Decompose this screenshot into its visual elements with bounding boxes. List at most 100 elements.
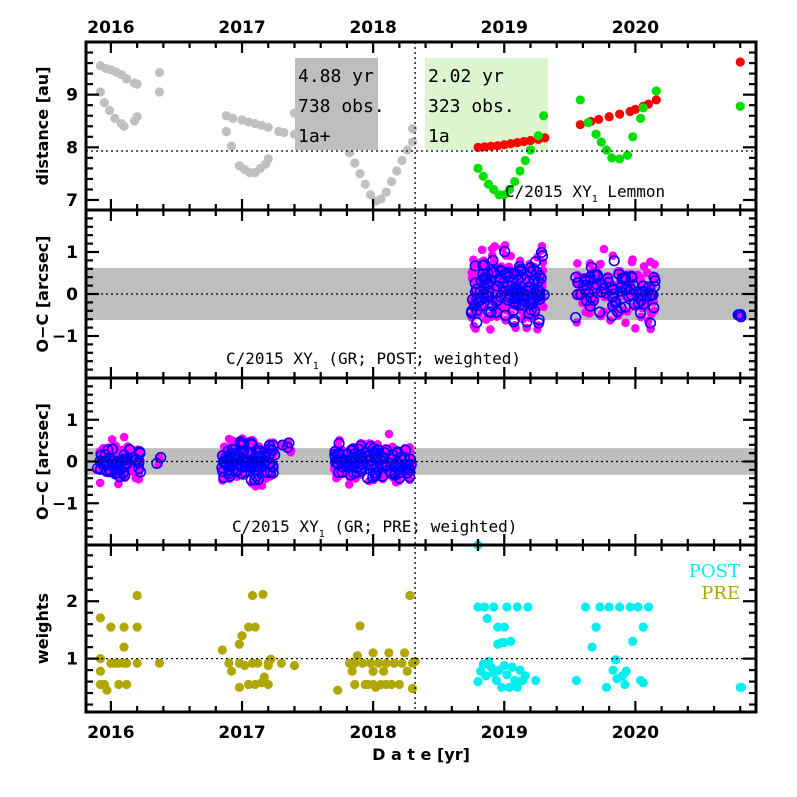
residual-weighted (536, 250, 549, 262)
axes-layer (84, 40, 758, 714)
residual-weighted (347, 461, 359, 473)
annotation-text: 1a (428, 126, 450, 147)
data-point (279, 127, 289, 138)
residual-unweighted (573, 259, 582, 268)
data-point (376, 194, 386, 204)
data-point (106, 622, 116, 632)
data-point (515, 166, 525, 176)
residual-weighted (570, 311, 582, 324)
panel-label: C/2015 XY1 Lemmon (505, 182, 665, 205)
data-point (381, 658, 391, 668)
residual-weighted (644, 317, 657, 329)
panel-label-suffix: Lemmon (598, 182, 665, 201)
residual-weighted (364, 454, 376, 466)
residual-weighted (527, 264, 540, 276)
residual-weighted (232, 464, 244, 476)
data-point (580, 602, 591, 612)
residual-unweighted (631, 324, 640, 333)
residual-weighted (598, 282, 610, 294)
data-point (333, 685, 343, 695)
data-point (512, 682, 522, 692)
data-point (735, 57, 745, 67)
residual-weighted (399, 444, 412, 456)
residual-weighted (521, 316, 533, 328)
residual-weighted (619, 301, 631, 313)
residual-weighted (151, 457, 163, 470)
residual-weighted (354, 440, 367, 452)
residual-weighted (496, 265, 508, 277)
panel-label-main: C/2015 XY (226, 349, 313, 368)
data-point (479, 602, 490, 612)
residual-weighted (348, 467, 360, 479)
data-point (594, 114, 604, 125)
residual-weighted (354, 448, 366, 461)
residual-weighted (223, 465, 235, 477)
residual-weighted (595, 286, 607, 298)
residual-unweighted (621, 318, 630, 328)
panel-label-subscript: 1 (592, 194, 598, 205)
data-point (507, 662, 517, 672)
residual-unweighted (384, 429, 394, 439)
data-point (636, 113, 646, 123)
data-point (99, 97, 109, 108)
data-point (226, 666, 237, 676)
residual-weighted (263, 457, 275, 470)
data-point (489, 602, 499, 612)
data-point (105, 105, 115, 116)
y-tick-label: 1 (66, 411, 78, 431)
residual-weighted (471, 316, 483, 329)
data-point (479, 142, 490, 152)
data-point (289, 108, 300, 118)
data-point (478, 171, 488, 181)
residual-weighted (466, 305, 478, 317)
data-point (525, 145, 536, 155)
residual-weighted (245, 474, 257, 486)
annotation-text: 2.02 yr (428, 66, 504, 87)
residual-weighted (276, 439, 289, 451)
data-point (365, 190, 376, 200)
data-point (504, 682, 515, 692)
data-point (250, 622, 260, 632)
data-point (350, 658, 360, 668)
residual-unweighted (599, 244, 609, 254)
data-point (628, 636, 638, 647)
data-point (384, 648, 394, 658)
x-tick-label-top: 2020 (612, 18, 659, 38)
residual-weighted (482, 267, 494, 279)
data-point (289, 129, 300, 139)
data-point (389, 658, 399, 668)
data-point (237, 631, 247, 641)
data-point (638, 103, 648, 113)
residual-weighted (634, 307, 647, 319)
residual-unweighted (486, 325, 495, 334)
data-point (736, 682, 747, 692)
residual-weighted (114, 471, 126, 483)
residual-unweighted (257, 481, 267, 490)
residual-unweighted (639, 262, 649, 271)
data-point (486, 141, 496, 151)
data-point (405, 590, 415, 601)
data-point (596, 137, 606, 147)
annotation-text: 738 obs. (298, 96, 385, 117)
data-point (221, 126, 231, 137)
residual-weighted (403, 471, 416, 483)
data-point (114, 679, 124, 690)
data-point (523, 602, 533, 612)
x-tick-label-bottom: 2016 (87, 723, 134, 743)
residual-unweighted (635, 273, 645, 282)
data-point (583, 117, 593, 128)
data-point (397, 658, 407, 668)
residual-unweighted (487, 244, 497, 254)
data-point (132, 622, 142, 632)
panel-frame (84, 543, 758, 714)
residual-unweighted (650, 259, 659, 269)
panel-label-suffix: (GR; PRE; weighted) (325, 517, 518, 536)
residual-weighted (619, 284, 631, 296)
residual-weighted (469, 277, 481, 289)
residual-weighted (475, 275, 487, 287)
data-point (258, 589, 268, 599)
y-tick-label: −1 (52, 494, 78, 514)
data-point (355, 621, 365, 631)
data-point (119, 622, 129, 632)
